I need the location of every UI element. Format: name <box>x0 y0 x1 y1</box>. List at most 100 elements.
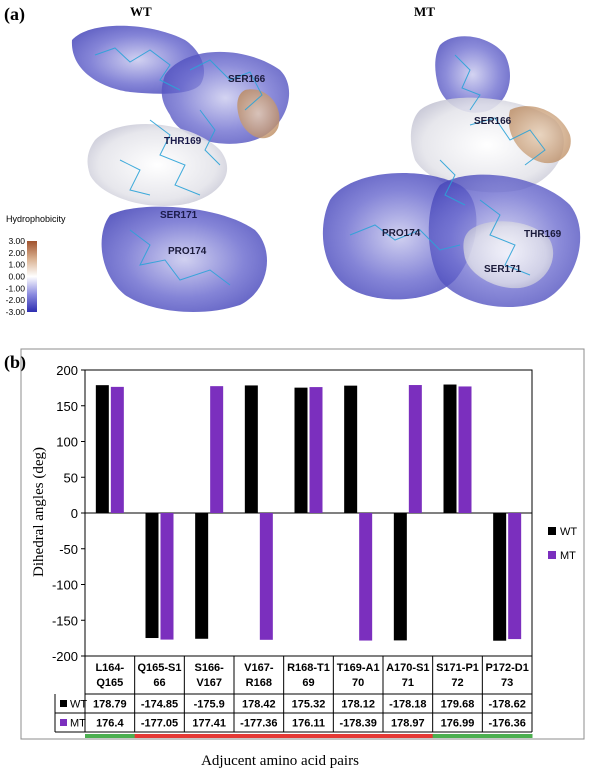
panel-b-label: (b) <box>4 352 26 373</box>
bar-mt <box>210 386 224 513</box>
legend-label-mt: MT <box>560 550 576 562</box>
wt-residue-label: THR169 <box>164 136 202 147</box>
region-strip <box>383 734 434 738</box>
region-strip <box>234 734 285 738</box>
bar-wt <box>145 513 159 639</box>
y-axis-label: Dihedral angles (deg) <box>31 447 47 577</box>
region-strip <box>134 734 185 738</box>
x-category-label: Q165 <box>96 677 123 689</box>
table-cell: 177.41 <box>192 718 226 730</box>
y-tick-label: 50 <box>64 470 78 485</box>
bar-mt <box>160 513 174 640</box>
y-tick-label: -50 <box>59 542 78 557</box>
x-category-label: 69 <box>302 677 314 689</box>
table-cell: 179.68 <box>441 699 475 711</box>
region-strip <box>432 734 483 738</box>
mt-residue-label: SER166 <box>474 116 512 127</box>
panel-b: (b) Dihedral angles (deg) 200 150 100 50 0 -5… <box>4 348 585 769</box>
x-category-label: A170-S1 <box>386 662 429 674</box>
table-cell: -177.05 <box>141 718 178 730</box>
table-cell: 176.11 <box>292 718 325 730</box>
table-cell: 176.99 <box>441 718 475 730</box>
colorbar-tick-label: 2.00 <box>8 248 25 258</box>
bar-mt <box>359 513 373 641</box>
x-category-label: S166- <box>194 662 224 674</box>
wt-residue-label: SER166 <box>228 74 266 85</box>
mt-surface: SER166 PRO174 THR169 SER171 <box>322 36 581 308</box>
wt-residue-label: PRO174 <box>168 246 207 257</box>
table-cell: 176.4 <box>96 718 124 730</box>
table-cell: 178.79 <box>93 699 127 711</box>
mt-title: MT <box>414 4 435 19</box>
x-category-label: R168-T1 <box>287 662 330 674</box>
bar-wt <box>95 385 109 513</box>
x-category-label: V167 <box>196 677 222 689</box>
bar-wt <box>244 385 258 513</box>
panel-a: (a) WT MT SER166 THR169 SER171 PRO174 <box>4 4 581 317</box>
x-category-label: S171-P1 <box>436 662 479 674</box>
x-category-label: 70 <box>352 677 364 689</box>
chart-frame <box>20 348 585 740</box>
colorbar-gradient <box>27 241 37 312</box>
table-row-header: MT <box>70 718 86 730</box>
table-cell: -178.18 <box>389 699 426 711</box>
y-tick-label: 200 <box>56 363 78 378</box>
colorbar-tick-label: -3.00 <box>6 307 26 317</box>
x-category-label: R168 <box>246 677 272 689</box>
bar-mt <box>508 513 522 640</box>
hydrophobicity-colorbar: Hydrophobicity 3.00 2.00 1.00 0.00-1.00 -2.0… <box>6 214 66 317</box>
colorbar-tick-label: 1.00 <box>8 260 25 270</box>
table-swatch-mt <box>60 719 67 726</box>
wt-surface: SER166 THR169 SER171 PRO174 <box>71 25 290 313</box>
bar-wt <box>443 384 457 513</box>
x-category-label: L164- <box>95 662 124 674</box>
bar-mt <box>259 513 273 640</box>
bar-wt <box>294 387 308 513</box>
bar-chart: 200 150 100 50 0 -50 -100 -150 -200 WT MT L164- Q165… <box>52 363 577 738</box>
colorbar-title: Hydrophobicity <box>6 214 66 224</box>
x-category-label: 72 <box>451 677 463 689</box>
mt-residue-label: SER171 <box>484 264 522 275</box>
table-cell: -178.39 <box>340 718 377 730</box>
table-cell: 175.32 <box>292 699 326 711</box>
bar-wt <box>195 513 209 639</box>
y-tick-label: -100 <box>52 578 78 593</box>
bar-wt <box>393 513 407 641</box>
x-category-label: P172-D1 <box>485 662 528 674</box>
y-tick-label: 150 <box>56 399 78 414</box>
bar-wt <box>493 513 507 641</box>
panel-a-label: (a) <box>4 4 25 25</box>
table-cell: 178.97 <box>391 718 425 730</box>
region-strip <box>482 734 533 738</box>
table-cell: 178.42 <box>242 699 276 711</box>
y-tick-label: -150 <box>52 613 78 628</box>
legend-swatch-mt <box>548 551 556 559</box>
table-cell: -177.36 <box>240 718 277 730</box>
wt-residue-label: SER171 <box>160 210 198 221</box>
bar-mt <box>458 386 472 513</box>
region-strip <box>333 734 384 738</box>
bar-mt <box>110 386 124 513</box>
bar-mt <box>309 387 323 513</box>
y-tick-label: 100 <box>56 435 78 450</box>
table-cell: -176.36 <box>489 718 526 730</box>
region-strip <box>184 734 235 738</box>
region-strip <box>283 734 334 738</box>
bar-mt <box>408 385 422 513</box>
table-cell: -178.62 <box>489 699 526 711</box>
x-category-label: V167- <box>244 662 274 674</box>
x-category-label: 71 <box>402 677 414 689</box>
table-cell: -175.9 <box>194 699 225 711</box>
region-strip <box>85 734 136 738</box>
y-tick-label: 0 <box>71 506 78 521</box>
mt-residue-label: PRO174 <box>382 228 421 239</box>
bar-wt <box>344 385 358 513</box>
table-cell: -174.85 <box>141 699 178 711</box>
x-category-label: T169-A1 <box>337 662 380 674</box>
legend-label-wt: WT <box>560 526 577 538</box>
x-category-label: Q165-S1 <box>137 662 181 674</box>
colorbar-tick-label: 3.00 <box>8 236 25 246</box>
x-axis-label: Adjucent amino acid pairs <box>201 753 359 769</box>
colorbar-tick-label: 0.00 <box>8 272 25 282</box>
